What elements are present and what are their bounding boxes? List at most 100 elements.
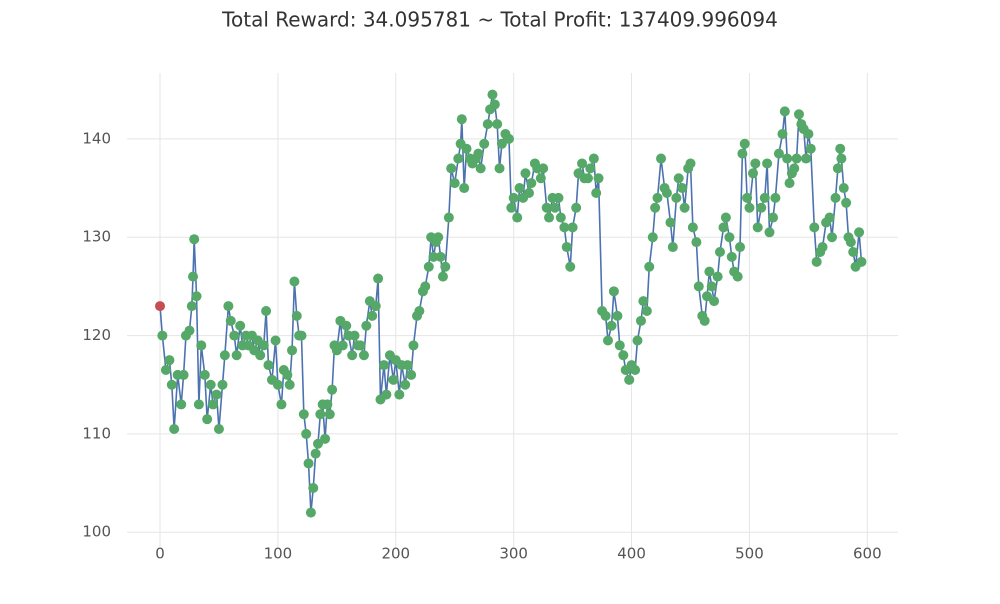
point xyxy=(759,192,770,203)
point xyxy=(770,192,781,203)
point xyxy=(402,360,413,371)
point xyxy=(272,379,283,390)
point xyxy=(213,423,224,434)
point xyxy=(691,237,702,248)
point xyxy=(647,232,658,243)
point xyxy=(414,305,425,316)
point xyxy=(475,163,486,174)
point xyxy=(169,423,180,434)
point xyxy=(524,187,535,198)
point xyxy=(608,286,619,297)
point xyxy=(756,202,767,213)
point xyxy=(784,178,795,189)
point xyxy=(381,389,392,400)
point xyxy=(184,325,195,336)
point xyxy=(225,315,236,326)
point xyxy=(618,350,629,361)
point xyxy=(388,374,399,385)
point xyxy=(494,163,505,174)
x-tick-label: 600 xyxy=(853,545,882,563)
point xyxy=(656,153,667,164)
point xyxy=(512,212,523,223)
point xyxy=(600,310,611,321)
y-tick-label: 110 xyxy=(82,424,111,442)
point xyxy=(423,261,434,272)
point xyxy=(437,271,448,282)
y-tick-label: 100 xyxy=(82,523,111,541)
point xyxy=(308,482,319,493)
point xyxy=(176,399,187,410)
point xyxy=(750,158,761,169)
point xyxy=(229,330,240,341)
point xyxy=(641,305,652,316)
point xyxy=(724,232,735,243)
point xyxy=(726,251,737,262)
point xyxy=(737,148,748,159)
point xyxy=(358,350,369,361)
point xyxy=(677,183,688,194)
point xyxy=(211,389,222,400)
point xyxy=(832,163,843,174)
price-line xyxy=(159,94,863,513)
point xyxy=(315,409,326,420)
point xyxy=(565,261,576,272)
point xyxy=(652,192,663,203)
point xyxy=(526,178,537,189)
point xyxy=(191,291,202,302)
point xyxy=(667,242,678,253)
point xyxy=(848,246,859,257)
point xyxy=(779,106,790,117)
point xyxy=(296,330,307,341)
point xyxy=(673,173,684,184)
point xyxy=(809,222,820,233)
point xyxy=(561,242,572,253)
point xyxy=(320,433,331,444)
point xyxy=(310,448,321,459)
point xyxy=(324,409,335,420)
point xyxy=(164,355,175,366)
point xyxy=(160,364,171,375)
point xyxy=(514,183,525,194)
point xyxy=(322,399,333,410)
point xyxy=(805,143,816,154)
point xyxy=(347,350,358,361)
point xyxy=(768,212,779,223)
point xyxy=(606,320,617,331)
point xyxy=(777,128,788,139)
point xyxy=(638,296,649,307)
point xyxy=(752,222,763,233)
point xyxy=(166,379,177,390)
point xyxy=(449,178,460,189)
point xyxy=(489,99,500,110)
point xyxy=(231,350,242,361)
x-tick-label: 200 xyxy=(381,545,410,563)
point xyxy=(624,374,635,385)
x-tick-label: 300 xyxy=(499,545,528,563)
point xyxy=(744,202,755,213)
point xyxy=(835,143,846,154)
point xyxy=(263,360,274,371)
point xyxy=(591,187,602,198)
point xyxy=(718,222,729,233)
point xyxy=(270,335,281,346)
point xyxy=(693,281,704,292)
point xyxy=(538,163,549,174)
point xyxy=(261,305,272,316)
point xyxy=(217,379,228,390)
point xyxy=(199,369,210,380)
point xyxy=(742,192,753,203)
point xyxy=(541,202,552,213)
point xyxy=(400,379,411,390)
point xyxy=(289,276,300,287)
point xyxy=(735,242,746,253)
point xyxy=(188,271,199,282)
point xyxy=(473,148,484,159)
point xyxy=(303,458,314,469)
point xyxy=(223,301,234,312)
point xyxy=(520,168,531,179)
point xyxy=(367,310,378,321)
point xyxy=(739,138,750,149)
point xyxy=(791,153,802,164)
y-tick-label: 130 xyxy=(82,228,111,246)
point xyxy=(826,232,837,243)
